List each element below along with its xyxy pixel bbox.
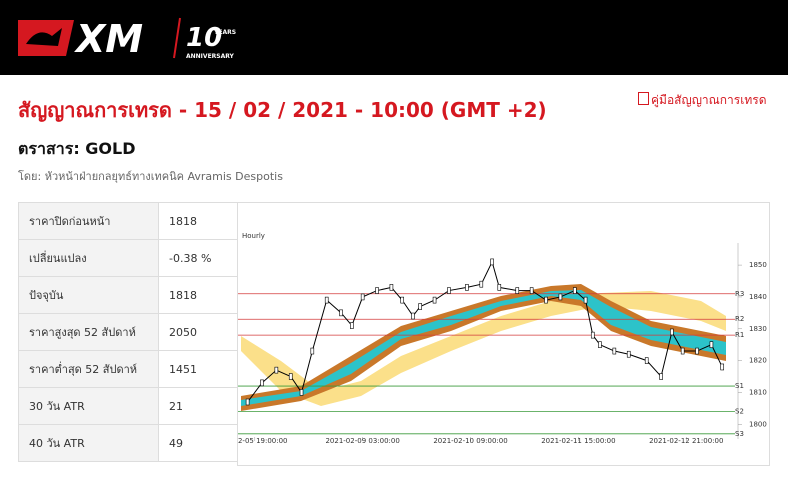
badge-sub: YEARS	[213, 29, 236, 36]
price-point	[695, 347, 699, 355]
x-tick-label: 21-02-05 19:00:00	[237, 437, 288, 445]
x-tick-label: 2021-02-11 15:00:00	[541, 437, 615, 445]
logo-text: XM	[74, 17, 143, 61]
level-label: S3	[735, 430, 744, 438]
price-point	[411, 312, 415, 320]
guide-link[interactable]: คู่มือสัญญาณการเทรด	[638, 91, 767, 110]
price-point	[432, 296, 437, 304]
row-label: เปลี่ยนแปลง	[18, 239, 159, 277]
price-point	[260, 379, 264, 387]
x-tick-label: 2021-02-12 21:00:00	[649, 437, 723, 445]
price-point	[659, 373, 663, 380]
y-tick-label: 1800	[749, 420, 767, 428]
price-point	[375, 287, 379, 294]
price-point	[418, 303, 422, 310]
y-tick-label: 1810	[749, 388, 767, 396]
table-row: ราคาต่ำสุด 52 สัปดาห์ 1451	[18, 350, 238, 388]
level-label: S2	[735, 408, 744, 416]
price-point	[720, 363, 725, 371]
chart: Hourly 1800 1810 1820 1830 1840 1850 21-02-05 1…	[237, 202, 770, 466]
price-point	[339, 309, 343, 317]
stats-table: ราคาปิดก่อนหน้า 1818 เปลี่ยนแปลง -0.38 % ปัจ…	[18, 202, 238, 462]
row-value: 1818	[158, 202, 238, 240]
y-tick-label: 1820	[749, 357, 767, 365]
price-point	[288, 373, 293, 380]
instrument: ตราสาร: GOLD	[18, 139, 136, 158]
price-point	[479, 280, 484, 288]
badge: 10	[186, 23, 222, 53]
price-point	[572, 287, 577, 294]
table-row: ราคาสูงสุด 52 สัปดาห์ 2050	[18, 313, 238, 351]
price-point	[670, 328, 674, 336]
y-tick-label: 1840	[749, 293, 767, 301]
price-point	[583, 296, 588, 304]
row-value: 2050	[158, 313, 238, 351]
price-point	[709, 341, 714, 348]
y-tick-label: 1830	[749, 325, 767, 333]
row-value: 21	[158, 387, 238, 425]
price-point	[612, 347, 617, 355]
row-value: 49	[158, 424, 238, 462]
y-tick-label: 1850	[749, 261, 767, 269]
price-point	[245, 398, 250, 406]
top-bar: XM 10 YEARS ANNIVERSARY	[0, 0, 788, 75]
badge-caption: ANNIVERSARY	[186, 53, 235, 60]
level-label: R2	[735, 315, 744, 323]
table-row: 40 วัน ATR 49	[18, 424, 238, 462]
price-point	[389, 284, 394, 291]
table-row: ราคาปิดก่อนหน้า 1818	[18, 202, 238, 240]
price-point	[598, 341, 602, 348]
row-label: ราคาต่ำสุด 52 สัปดาห์	[18, 350, 159, 388]
price-point	[680, 347, 685, 355]
row-label: 30 วัน ATR	[18, 387, 159, 425]
author: โดย: หัวหน้าฝ่ายกลยุทธ์ทางเทคนิค Avramis…	[18, 170, 283, 183]
price-point	[590, 331, 595, 339]
row-value: 1451	[158, 350, 238, 388]
level-label: R1	[735, 331, 744, 339]
guide-link-text[interactable]: คู่มือสัญญาณการเทรด	[651, 93, 767, 107]
price-point	[310, 347, 315, 355]
price-point	[497, 284, 502, 291]
price-point	[465, 284, 469, 291]
price-point	[299, 389, 304, 396]
price-point	[350, 322, 354, 329]
price-point	[529, 287, 534, 294]
page-title: สัญญาณการเทรด - 15 / 02 / 2021 - 10:00 (…	[18, 98, 547, 122]
row-label: ราคาปิดก่อนหน้า	[18, 202, 159, 240]
table-row: เปลี่ยนแปลง -0.38 %	[18, 239, 238, 277]
price-point	[515, 287, 520, 294]
price-point	[544, 296, 548, 304]
price-point	[274, 366, 279, 374]
row-value: -0.38 %	[158, 239, 238, 277]
price-point	[490, 258, 494, 266]
chart-title: Hourly	[242, 232, 265, 240]
row-value: 1818	[158, 276, 238, 314]
row-label: ราคาสูงสุด 52 สัปดาห์	[18, 313, 159, 351]
price-point	[626, 350, 631, 358]
x-tick-label: 2021-02-09 03:00:00	[325, 437, 399, 445]
price-point	[324, 296, 329, 304]
price-point	[400, 296, 405, 304]
logo: XM 10 YEARS ANNIVERSARY	[18, 17, 236, 61]
table-row: ปัจจุบัน 1818	[18, 276, 238, 314]
table-row: 30 วัน ATR 21	[18, 387, 238, 425]
price-point	[558, 293, 563, 301]
price-point	[360, 293, 365, 301]
x-tick-label: 2021-02-10 09:00:00	[433, 437, 507, 445]
level-label: S1	[735, 382, 744, 390]
price-point	[447, 287, 451, 294]
price-line	[247, 260, 723, 403]
row-label: 40 วัน ATR	[18, 424, 159, 462]
level-label: R3	[735, 290, 744, 298]
price-point	[644, 357, 649, 364]
row-label: ปัจจุบัน	[18, 276, 159, 314]
